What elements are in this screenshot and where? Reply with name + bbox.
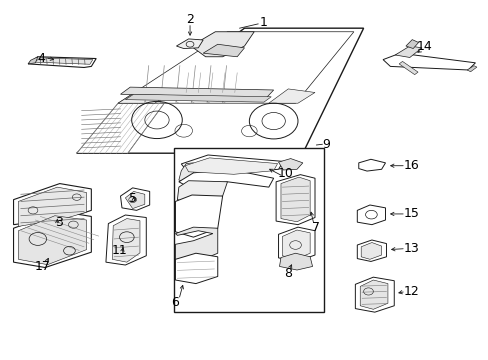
Polygon shape [357, 240, 386, 261]
Polygon shape [394, 46, 421, 58]
Text: 5: 5 [128, 192, 136, 205]
Text: 17: 17 [35, 260, 51, 273]
Text: 8: 8 [284, 267, 292, 280]
Polygon shape [281, 177, 309, 222]
Polygon shape [14, 184, 91, 225]
Polygon shape [185, 158, 277, 174]
Polygon shape [118, 93, 171, 103]
Polygon shape [125, 192, 144, 208]
Polygon shape [358, 159, 385, 171]
Polygon shape [34, 58, 93, 64]
Polygon shape [118, 32, 353, 103]
Polygon shape [177, 181, 227, 203]
Text: 11: 11 [111, 244, 127, 257]
Polygon shape [14, 211, 91, 267]
Polygon shape [175, 227, 217, 262]
Polygon shape [112, 219, 140, 262]
Polygon shape [106, 215, 146, 265]
Polygon shape [120, 188, 149, 210]
Polygon shape [175, 253, 217, 284]
Polygon shape [278, 227, 314, 261]
Polygon shape [191, 32, 254, 57]
Polygon shape [125, 94, 271, 102]
Polygon shape [466, 66, 476, 72]
Polygon shape [279, 253, 312, 270]
Text: 3: 3 [55, 216, 62, 229]
Polygon shape [176, 39, 203, 49]
Polygon shape [175, 195, 222, 237]
Polygon shape [398, 62, 417, 75]
Polygon shape [355, 277, 393, 312]
Polygon shape [360, 280, 387, 309]
Polygon shape [357, 205, 385, 225]
Polygon shape [181, 155, 283, 173]
Polygon shape [28, 57, 96, 67]
Text: 16: 16 [403, 159, 418, 172]
Polygon shape [382, 53, 474, 70]
Polygon shape [268, 89, 314, 103]
Text: 12: 12 [403, 285, 418, 298]
Polygon shape [120, 87, 273, 98]
Polygon shape [77, 28, 363, 153]
Polygon shape [203, 44, 244, 57]
Text: 14: 14 [416, 40, 431, 53]
Polygon shape [405, 40, 418, 49]
Polygon shape [282, 230, 309, 259]
Text: 9: 9 [322, 139, 329, 152]
Polygon shape [179, 169, 273, 187]
Text: 7: 7 [312, 221, 320, 234]
Polygon shape [179, 163, 193, 182]
Text: 13: 13 [403, 242, 418, 255]
Text: 2: 2 [186, 13, 194, 27]
Bar [174, 148, 323, 312]
Polygon shape [77, 103, 164, 153]
Polygon shape [361, 243, 381, 259]
Text: 4: 4 [37, 52, 45, 65]
Text: 15: 15 [403, 207, 418, 220]
Text: 1: 1 [260, 15, 267, 28]
Text: 10: 10 [277, 167, 293, 180]
Polygon shape [19, 216, 86, 265]
Polygon shape [278, 158, 302, 170]
Polygon shape [28, 57, 38, 64]
Text: 6: 6 [171, 296, 179, 309]
Polygon shape [19, 187, 86, 226]
Polygon shape [276, 175, 314, 225]
